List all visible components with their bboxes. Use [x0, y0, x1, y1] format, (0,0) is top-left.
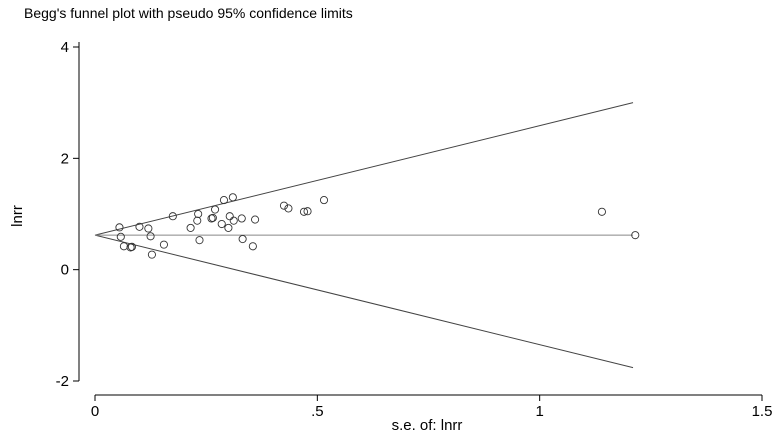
data-point — [228, 193, 237, 202]
data-point — [147, 250, 156, 259]
data-point — [224, 223, 233, 232]
data-point — [193, 216, 202, 225]
data-point — [631, 231, 640, 240]
y-axis-label: lnrr — [9, 205, 26, 227]
data-point — [211, 205, 220, 214]
x-tick-label: 0 — [91, 403, 99, 420]
y-tick-label: -2 — [56, 373, 69, 390]
data-point — [238, 234, 247, 244]
data-point — [229, 216, 238, 225]
data-point — [208, 213, 217, 222]
data-point — [597, 207, 606, 216]
data-point — [144, 224, 153, 233]
data-point — [194, 209, 203, 219]
x-axis-label: s.e. of: lnrr — [392, 417, 463, 433]
data-point — [135, 222, 144, 231]
data-point — [116, 232, 125, 241]
data-point — [115, 223, 124, 232]
axes: -2 0 2 4 0 .5 1 1.5 — [56, 39, 773, 420]
data-point — [219, 196, 229, 205]
y-tick-label: 0 — [61, 262, 69, 279]
upper-confidence-line — [94, 102, 634, 236]
data-point — [284, 204, 293, 213]
y-tick-label: 4 — [61, 39, 69, 56]
confidence-limits — [94, 102, 634, 369]
x-tick-label: .5 — [311, 403, 324, 420]
data-point — [146, 232, 155, 241]
data-point — [319, 196, 329, 205]
x-tick-label: 1 — [535, 403, 543, 420]
data-points — [115, 193, 640, 259]
x-tick-label: 1.5 — [752, 403, 773, 420]
data-point — [279, 201, 289, 210]
data-point — [119, 242, 128, 251]
data-point — [225, 212, 234, 221]
data-point — [248, 242, 257, 251]
data-point — [299, 207, 309, 216]
data-point — [127, 242, 136, 251]
data-point — [168, 212, 177, 221]
chart-title: Begg's funnel plot with pseudo 95% confi… — [24, 5, 353, 21]
lower-confidence-line — [94, 234, 634, 369]
data-point — [186, 223, 195, 232]
y-tick-label: 2 — [61, 150, 69, 167]
data-point — [303, 207, 312, 216]
data-point — [217, 219, 226, 229]
data-point — [237, 214, 246, 223]
data-point — [159, 240, 168, 249]
data-point — [251, 215, 260, 224]
data-point — [195, 236, 204, 245]
